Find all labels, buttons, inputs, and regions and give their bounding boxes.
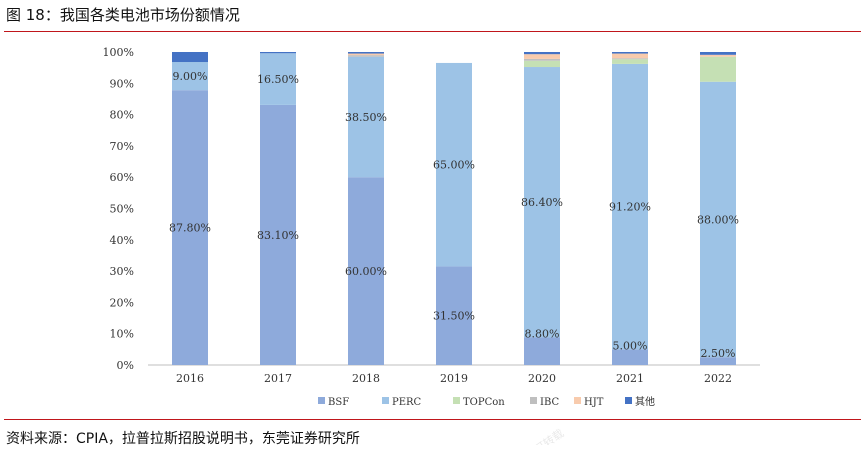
x-tick-label: 2020 <box>528 372 556 385</box>
legend-swatch-ibc <box>530 397 537 404</box>
data-label-bsf: 87.80% <box>169 222 211 235</box>
x-tick-label: 2016 <box>176 372 204 385</box>
data-label-bsf: 5.00% <box>613 339 648 352</box>
data-label-perc: 86.40% <box>521 196 563 209</box>
data-label-bsf: 60.00% <box>345 265 387 278</box>
y-tick-label: 70% <box>110 140 134 153</box>
top-rule <box>4 31 861 32</box>
data-label-bsf: 31.50% <box>433 310 475 323</box>
y-tick-label: 60% <box>110 171 134 184</box>
bar-segment-其他 <box>172 52 208 63</box>
legend-swatch-hjt <box>574 397 581 404</box>
data-label-perc: 91.20% <box>609 201 651 214</box>
legend-label: BSF <box>328 397 349 408</box>
bar-segment-perc <box>700 81 736 358</box>
data-label-perc: 88.00% <box>697 213 739 226</box>
bar-segment-ibc <box>612 58 648 60</box>
y-tick-label: 0% <box>117 359 134 372</box>
data-label-bsf: 8.80% <box>525 327 560 340</box>
bar-segment-bsf <box>260 104 296 365</box>
bar-segment-bsf <box>436 266 472 365</box>
bar-segment-其他 <box>524 52 560 55</box>
bar-segment-bsf <box>172 90 208 365</box>
y-tick-label: 40% <box>110 234 134 247</box>
bar-segment-ibc <box>348 55 384 57</box>
chart-legend: BSF PERC TOPCon IBC HJT 其他 <box>318 395 655 408</box>
bar-segment-topcon <box>612 59 648 64</box>
x-tick-label: 2021 <box>616 372 644 385</box>
bar-segment-perc <box>436 62 472 267</box>
legend-swatch-bsf <box>318 397 325 404</box>
bar-segment-其他 <box>612 52 648 54</box>
x-tick-label: 2022 <box>704 372 732 385</box>
legend-label: IBC <box>540 397 559 408</box>
watermark: 不可转载 <box>522 426 566 445</box>
stacked-bar-chart: 0% 10% 20% 30% 40% 50% 60% 70% 80% 90% 100% 2016 201… <box>103 46 760 408</box>
data-label-bsf: 2.50% <box>701 347 736 360</box>
y-tick-label: 50% <box>110 203 134 216</box>
y-tick-label: 90% <box>110 77 134 90</box>
watermark-text: 不可转载 <box>522 426 566 445</box>
y-tick-label: 100% <box>103 46 134 59</box>
legend-swatch-perc <box>382 397 389 404</box>
chart-data-labels: 87.80% 9.00% 83.10% 16.50% 60.00% 38.50% 31.50… <box>169 70 739 360</box>
y-tick-label: 80% <box>110 109 134 122</box>
bar-segment-perc <box>260 53 296 105</box>
data-label-bsf: 83.10% <box>257 229 299 242</box>
legend-label: HJT <box>584 397 604 408</box>
legend-label: TOPCon <box>463 397 505 408</box>
bar-segment-topcon <box>700 56 736 82</box>
data-label-perc: 65.00% <box>433 159 475 172</box>
x-tick-label: 2019 <box>440 372 468 385</box>
data-label-perc: 38.50% <box>345 111 387 124</box>
chart-bars <box>172 52 736 365</box>
bar-segment-perc <box>524 67 560 338</box>
legend-swatch-topcon <box>453 397 460 404</box>
legend-label: PERC <box>392 397 422 408</box>
bar-segment-perc <box>612 63 648 350</box>
legend-label: 其他 <box>635 395 655 408</box>
y-tick-label: 20% <box>110 296 134 309</box>
y-tick-label: 10% <box>110 328 134 341</box>
bar-segment-hjt <box>612 53 648 59</box>
bar-segment-bsf <box>700 357 736 365</box>
bar-segment-perc <box>172 62 208 91</box>
bar-segment-hjt <box>700 54 736 57</box>
bar-segment-bsf <box>348 177 384 365</box>
source-note: 资料来源：CPIA，拉普拉斯招股说明书，东莞证券研究所 <box>6 431 360 447</box>
bar-segment-perc <box>348 56 384 178</box>
chart-axes: 0% 10% 20% 30% 40% 50% 60% 70% 80% 90% 100% 2016 201… <box>103 46 760 385</box>
bar-segment-hjt <box>348 53 384 56</box>
bar-segment-其他 <box>700 52 736 55</box>
data-label-perc: 9.00% <box>173 70 208 83</box>
figure-title: 图 18：我国各类电池市场份额情况 <box>6 6 240 24</box>
data-label-perc: 16.50% <box>257 73 299 86</box>
legend-swatch-其他 <box>625 397 632 404</box>
bar-segment-topcon <box>524 60 560 68</box>
bar-segment-bsf <box>524 337 560 365</box>
x-tick-label: 2018 <box>352 372 380 385</box>
bar-segment-ibc <box>524 58 560 61</box>
bar-segment-其他 <box>348 52 384 54</box>
y-tick-label: 30% <box>110 265 134 278</box>
bar-segment-hjt <box>524 54 560 59</box>
bar-segment-bsf <box>612 349 648 365</box>
bottom-rule <box>4 419 861 420</box>
bar-segment-其他 <box>260 52 296 54</box>
x-tick-label: 2017 <box>264 372 292 385</box>
